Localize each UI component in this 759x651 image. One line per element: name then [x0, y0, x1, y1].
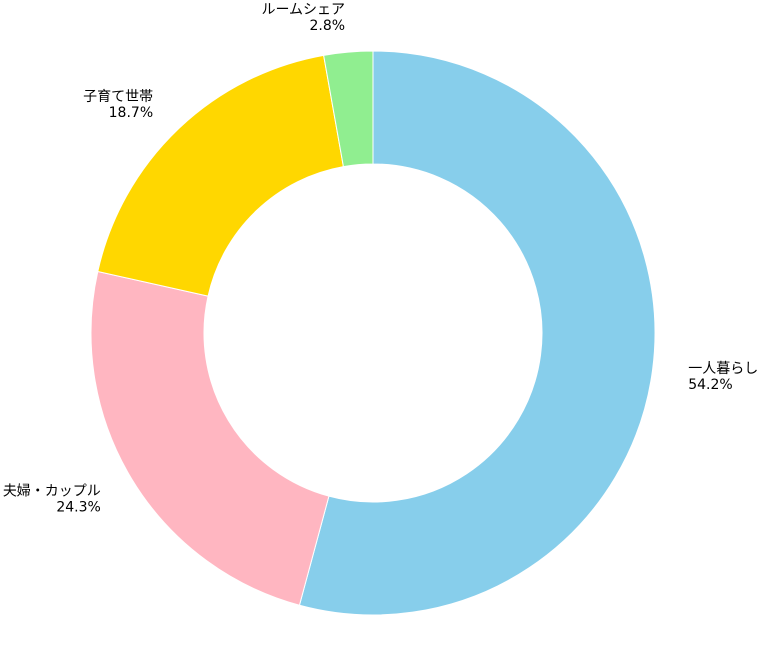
slice-label-3: 子育て世帯 18.7% [83, 89, 153, 121]
slice-label-1: 一人暮らし 54.2% [688, 361, 758, 393]
slice-percent: 54.2% [688, 377, 732, 393]
slice-4 [323, 50, 374, 168]
slice-1 [298, 50, 656, 616]
slice-percent: 2.8% [309, 18, 345, 34]
slice-category: ルームシェア [261, 2, 345, 18]
slice-category: 夫婦・カップル [3, 482, 101, 499]
slice-percent: 24.3% [56, 499, 100, 515]
slice-percent: 18.7% [109, 105, 153, 121]
slice-labels: 一人暮らし 54.2% 夫婦・カップル 24.3% 子育て世帯 18.7% ルームシェア 2.… [3, 2, 758, 515]
slice-3 [97, 54, 345, 297]
donut-slices [90, 50, 656, 616]
slice-2 [90, 270, 330, 606]
slice-category: 子育て世帯 [83, 89, 153, 105]
slice-label-4: ルームシェア 2.8% [261, 2, 345, 34]
slice-label-2: 夫婦・カップル 24.3% [3, 482, 101, 515]
slice-category: 一人暮らし [688, 361, 758, 377]
